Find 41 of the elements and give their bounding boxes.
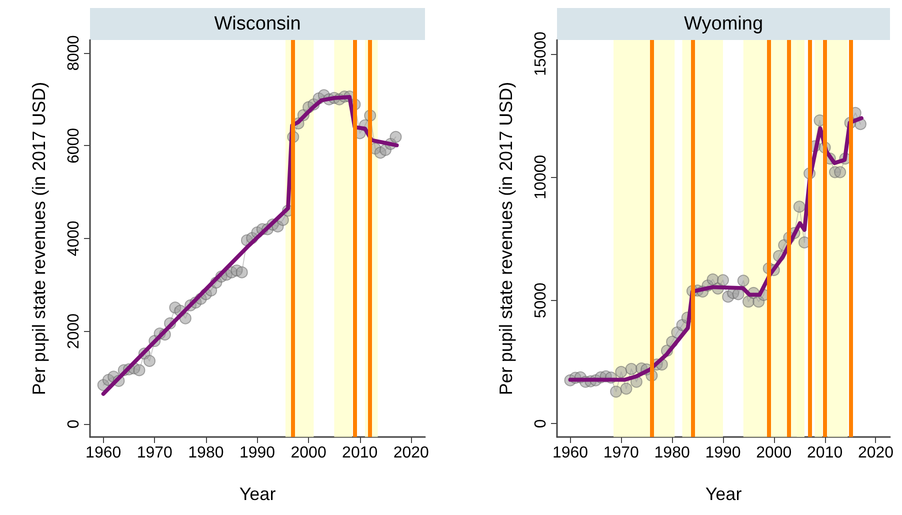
x-tick-label: 2000	[290, 444, 326, 462]
y-axis-title: Per pupil state revenues (in 2017 USD)	[496, 82, 516, 396]
point	[144, 354, 156, 367]
point	[615, 366, 628, 378]
x-tick-label: 1970	[603, 444, 640, 462]
x-axis-title: Year	[239, 484, 276, 504]
y-tick-label: 0	[532, 419, 550, 428]
point	[793, 200, 806, 213]
x-tick-label: 1960	[552, 444, 588, 462]
point	[625, 362, 638, 375]
point	[834, 166, 846, 178]
x-tick-label: 1990	[705, 444, 741, 462]
y-tick-label: 2000	[66, 313, 82, 350]
x-tick-label: 1980	[654, 444, 690, 462]
y-tick-label: 5000	[532, 282, 550, 318]
x-tick-label: 2000	[756, 444, 792, 462]
point	[133, 364, 146, 376]
point	[737, 274, 750, 287]
x-tick-label: 2020	[858, 444, 894, 462]
point	[236, 266, 248, 278]
x-tick-label: 2020	[393, 444, 430, 462]
x-tick-label: 1990	[239, 444, 276, 462]
chart-title: Wyoming	[684, 14, 764, 34]
point	[610, 386, 622, 398]
y-tick-label: 15000	[532, 31, 550, 76]
x-tick-label: 1980	[188, 444, 224, 462]
x-tick-label: 1960	[86, 444, 122, 462]
point	[620, 382, 632, 395]
point	[717, 274, 729, 286]
y-tick-label: 4000	[66, 220, 82, 256]
x-axis-title: Year	[705, 484, 742, 504]
x-tick-label: 2010	[807, 444, 843, 462]
y-tick-label: 0	[66, 419, 82, 428]
y-tick-label: 10000	[532, 154, 550, 200]
y-axis-title: Per pupil state revenues (in 2017 USD)	[29, 82, 49, 396]
x-tick-label: 2010	[342, 444, 378, 462]
y-tick-label: 6000	[66, 128, 82, 164]
chart-title: Wisconsin	[214, 14, 301, 34]
y-tick-label: 8000	[66, 35, 82, 71]
x-tick-label: 1970	[136, 444, 173, 462]
point	[390, 130, 402, 143]
